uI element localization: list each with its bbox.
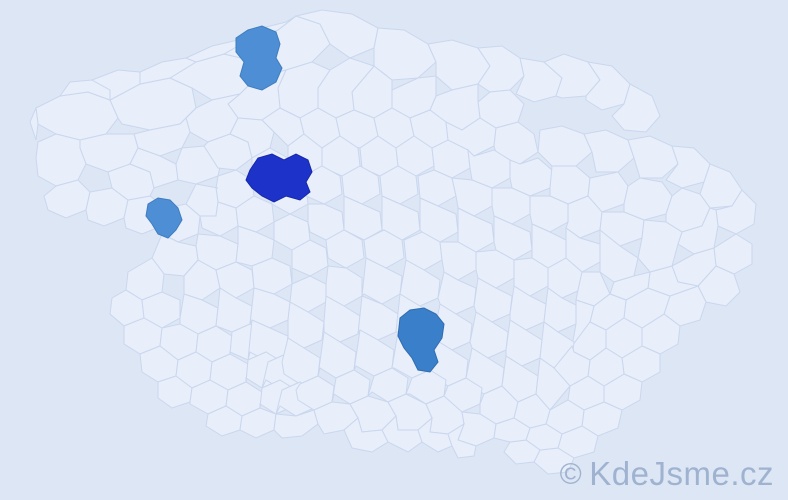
highlight-zdar[interactable] bbox=[397, 307, 445, 373]
district-shapes bbox=[29, 9, 757, 475]
copyright-icon: © bbox=[559, 457, 583, 491]
highlight-ceska-lipa[interactable] bbox=[235, 25, 283, 91]
highlight-rokycany[interactable] bbox=[145, 197, 183, 239]
watermark: © KdeJsme.cz bbox=[560, 457, 774, 490]
highlight-nymburk[interactable] bbox=[245, 153, 313, 203]
district-layer bbox=[29, 9, 757, 475]
watermark-text: KdeJsme.cz bbox=[589, 455, 774, 492]
